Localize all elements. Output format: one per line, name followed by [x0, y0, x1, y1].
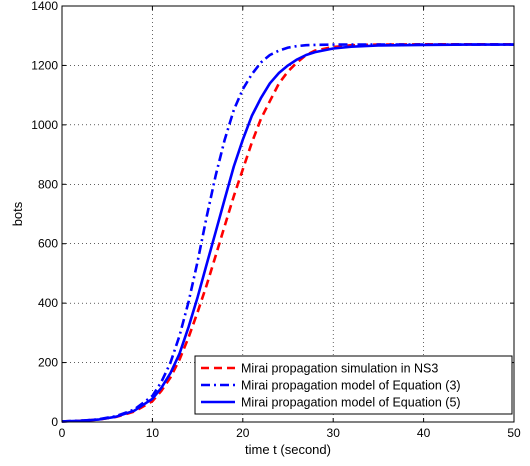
y-tick-label: 0: [51, 415, 58, 429]
legend-box: [194, 355, 513, 415]
x-axis-label: time t (second): [245, 442, 331, 457]
x-tick-label: 50: [507, 426, 521, 440]
x-tick-label: 40: [417, 426, 431, 440]
legend-entry-3: Mirai propagation model of Equation (5): [241, 396, 461, 410]
x-tick-label: 30: [327, 426, 341, 440]
legend: Mirai propagation simulation in NS3 Mirai…: [194, 355, 513, 415]
y-tick-label: 600: [38, 237, 58, 251]
y-tick-label: 1400: [31, 0, 58, 13]
legend-entry-2: Mirai propagation model of Equation (3): [241, 379, 461, 393]
axis-ticks: 0 10 20 30 40 50 0 200 400 600 800 1000 1200 1400: [31, 0, 521, 440]
series-line-2: [61, 43, 514, 423]
y-tick-label: 400: [38, 296, 58, 310]
y-tick-label: 200: [38, 356, 58, 370]
x-tick-label: 10: [146, 426, 160, 440]
legend-entry-1: Mirai propagation simulation in NS3: [241, 362, 438, 376]
series-line-1: [61, 42, 514, 423]
y-tick-label: 1000: [31, 118, 58, 132]
x-tick-label: 0: [59, 426, 66, 440]
y-tick-label: 800: [38, 177, 58, 191]
x-tick-label: 20: [236, 426, 250, 440]
series-lines: [61, 42, 514, 423]
y-tick-label: 1200: [31, 58, 58, 72]
series-line-3: [61, 43, 514, 423]
y-axis-label: bots: [10, 201, 25, 226]
plot-frame: [61, 5, 515, 423]
